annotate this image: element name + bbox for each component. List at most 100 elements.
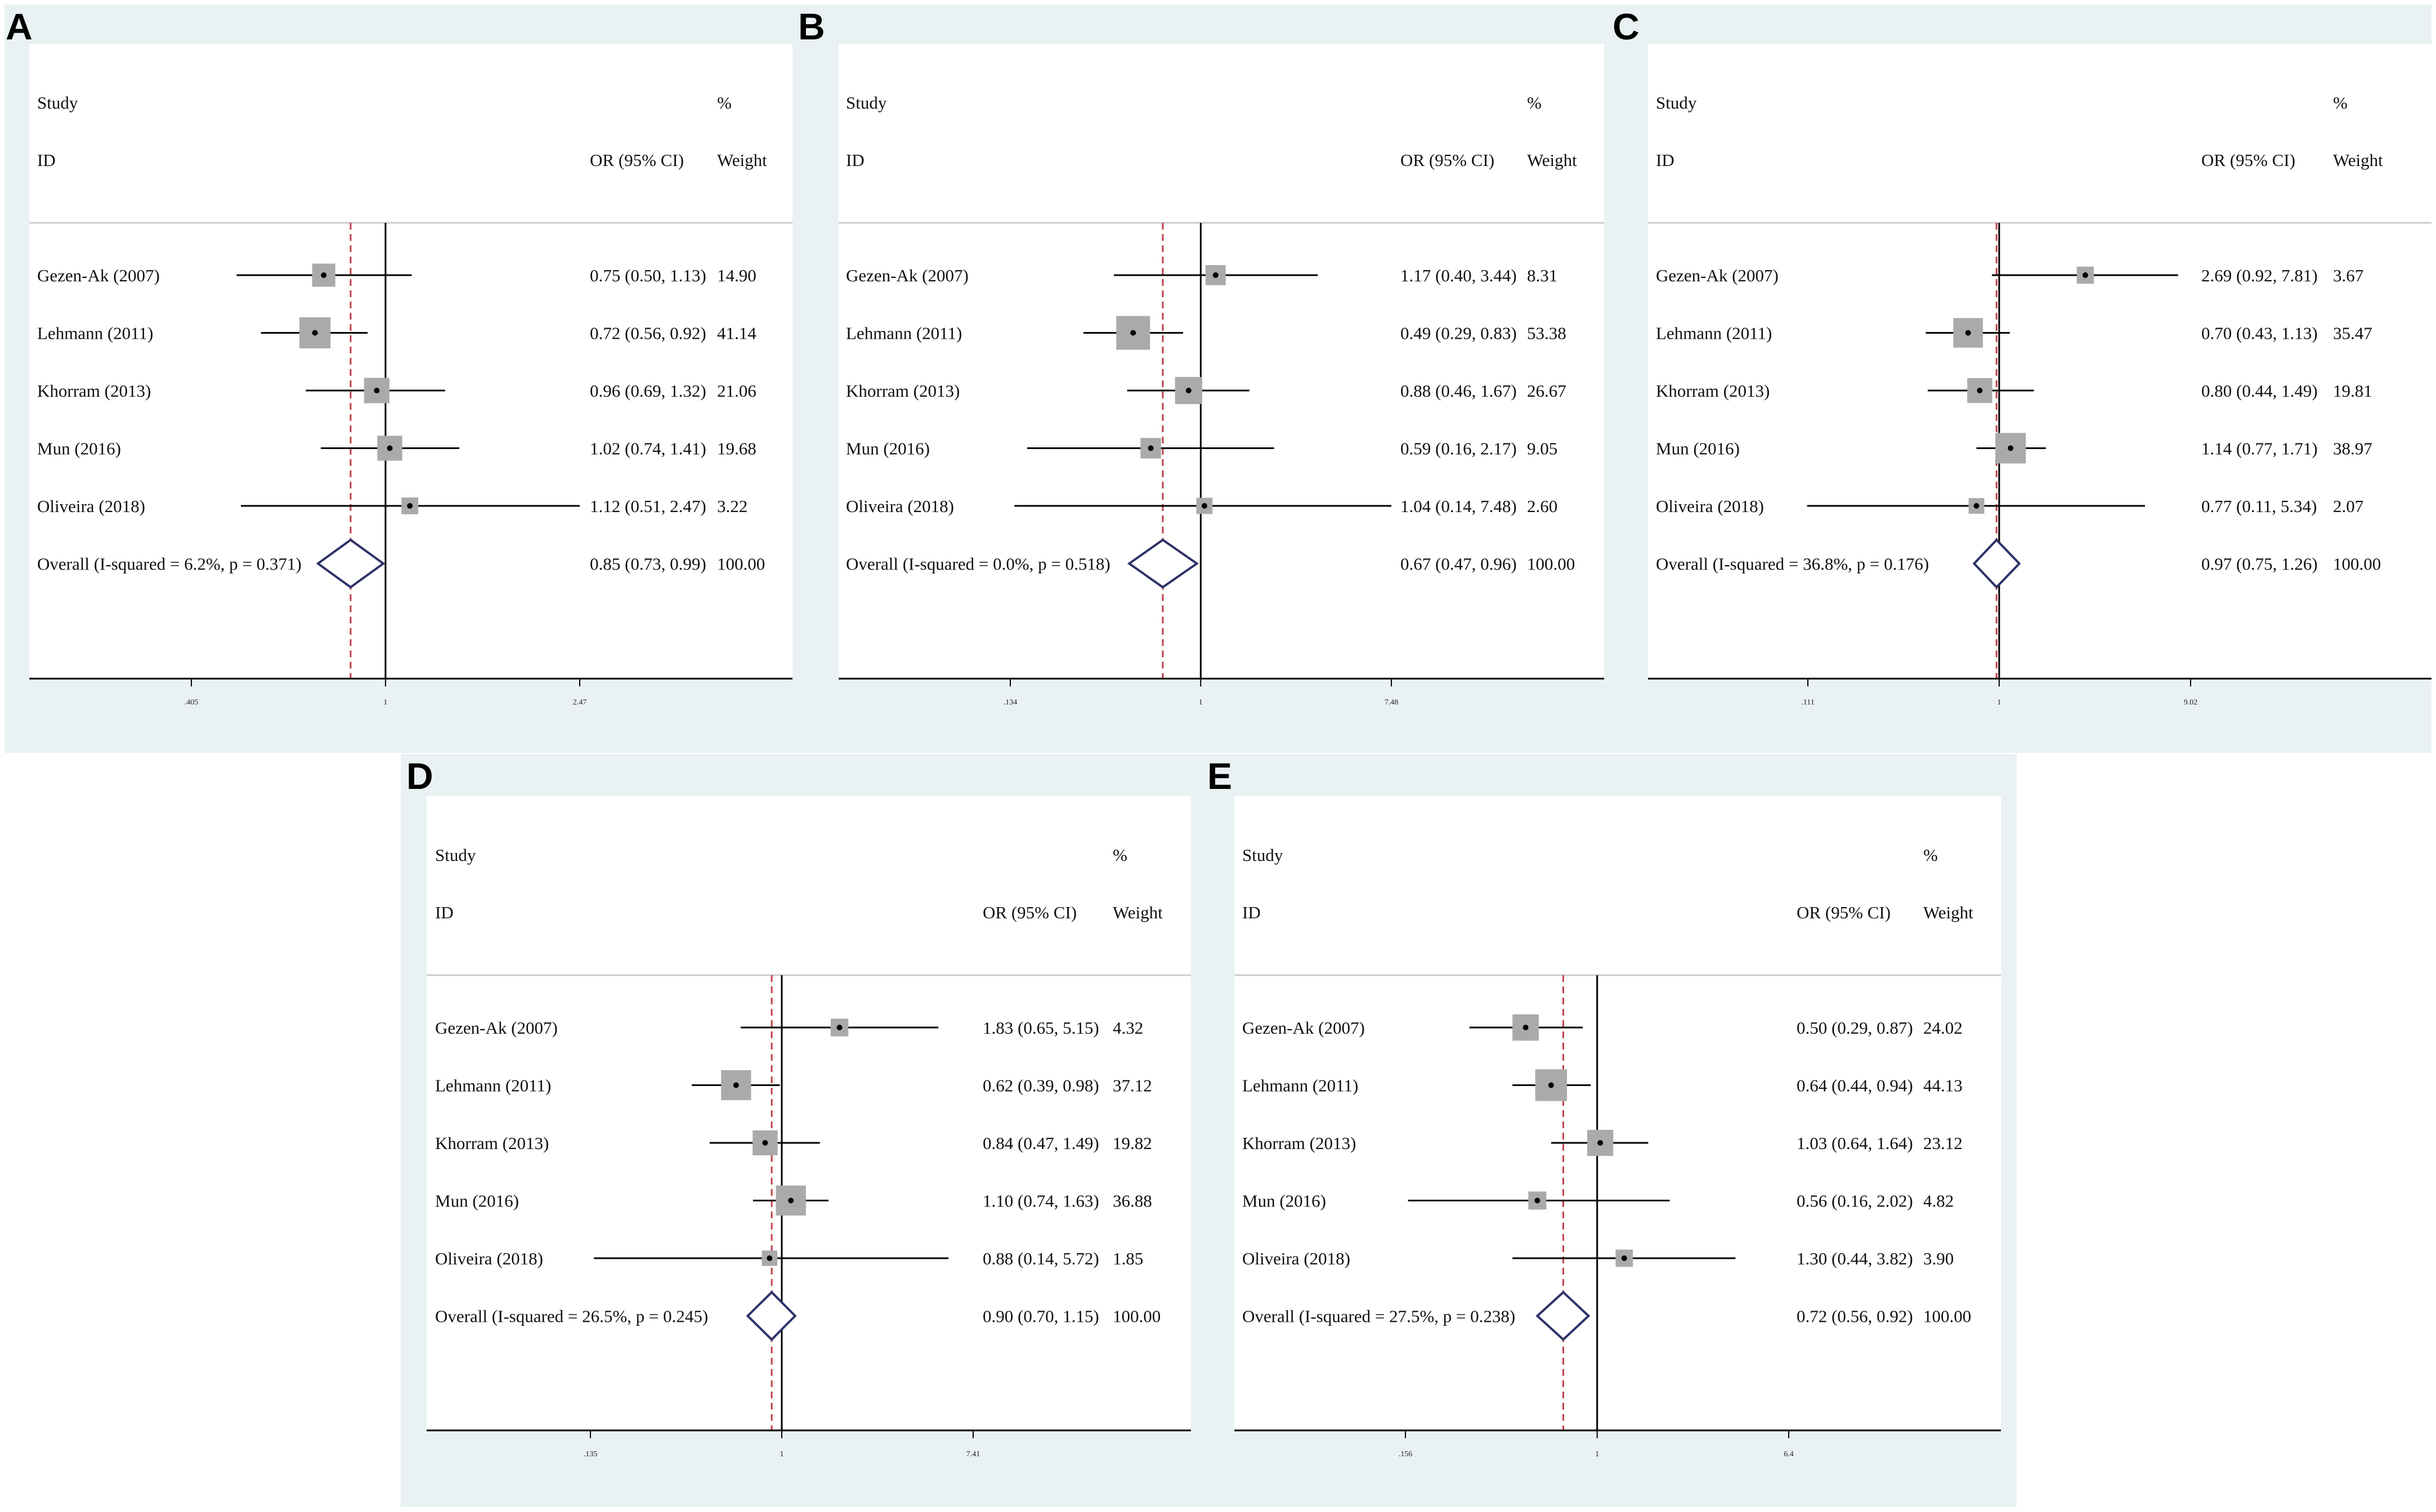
or-ci-value: 1.83 (0.65, 5.15): [983, 1018, 1099, 1038]
point-estimate: [733, 1082, 739, 1088]
study-label: Gezen-Ak (2007): [435, 1018, 558, 1038]
x-tick-label: 6.4: [1784, 1450, 1794, 1459]
point-estimate: [1621, 1255, 1627, 1261]
point-estimate: [1201, 503, 1207, 509]
overall-row: Overall (I-squared = 6.2%, p = 0.371) 0.8…: [37, 539, 765, 589]
overall-label: Overall (I-squared = 36.8%, p = 0.176): [1656, 554, 1929, 574]
study-row: Gezen-Ak (2007) 2.69 (0.92, 7.81) 3.67: [1656, 266, 2363, 285]
point-estimate: [1130, 330, 1136, 336]
weight-value: 26.67: [1527, 381, 1566, 401]
study-row: Lehmann (2011) 0.72 (0.56, 0.92) 41.14: [37, 317, 756, 349]
study-label: Khorram (2013): [435, 1133, 549, 1153]
or-ci-value: 1.30 (0.44, 3.82): [1797, 1249, 1913, 1268]
study-row: Oliveira (2018) 0.77 (0.11, 5.34) 2.07: [1656, 496, 2363, 516]
weight-value: 2.07: [2333, 496, 2363, 516]
point-estimate: [1185, 388, 1192, 393]
panel-b: B Study % ID OR (95% CI) Weight Gezen-Ak (2007…: [792, 5, 1610, 753]
weight-value: 24.02: [1923, 1018, 1963, 1038]
header-study: Study: [1656, 93, 1697, 113]
study-label: Gezen-Ak (2007): [37, 266, 160, 285]
weight-value: 8.31: [1527, 266, 1557, 285]
panel-e: E Study % ID OR (95% CI) Weight Gezen-Ak (2007…: [1207, 754, 2017, 1507]
study-row: Oliveira (2018) 0.88 (0.14, 5.72) 1.85: [435, 1249, 1143, 1268]
study-row: Lehmann (2011) 0.62 (0.39, 0.98) 37.12: [435, 1070, 1152, 1101]
weight-value: 21.06: [717, 381, 756, 401]
or-ci-value: 1.17 (0.40, 3.44): [1400, 266, 1517, 285]
overall-weight: 100.00: [717, 554, 765, 574]
study-label: Oliveira (2018): [1242, 1249, 1350, 1268]
weight-value: 14.90: [717, 266, 756, 285]
point-estimate: [1522, 1025, 1529, 1030]
or-ci-value: 0.62 (0.39, 0.98): [983, 1076, 1099, 1096]
or-ci-value: 0.84 (0.47, 1.49): [983, 1133, 1099, 1153]
weight-value: 3.67: [2333, 266, 2363, 285]
header-percent: %: [1527, 93, 1542, 113]
panel-d: D Study % ID OR (95% CI) Weight Gezen-Ak (2007…: [401, 754, 1207, 1507]
study-row: Oliveira (2018) 1.30 (0.44, 3.82) 3.90: [1242, 1249, 1954, 1268]
header-weight: Weight: [717, 150, 767, 170]
header-weight: Weight: [2333, 150, 2383, 170]
study-row: Gezen-Ak (2007) 1.83 (0.65, 5.15) 4.32: [435, 1018, 1143, 1038]
header-percent: %: [1113, 845, 1127, 865]
or-ci-value: 1.03 (0.64, 1.64): [1797, 1133, 1913, 1153]
header-percent: %: [717, 93, 732, 113]
or-ci-value: 0.72 (0.56, 0.92): [590, 324, 706, 343]
panel-a: A Study % ID OR (95% CI) Weight Gezen-Ak (2007…: [5, 5, 795, 753]
study-row: Mun (2016) 0.56 (0.16, 2.02) 4.82: [1242, 1191, 1954, 1211]
study-row: Oliveira (2018) 1.12 (0.51, 2.47) 3.22: [37, 496, 747, 516]
or-ci-value: 0.80 (0.44, 1.49): [2201, 381, 2318, 401]
or-ci-value: 0.70 (0.43, 1.13): [2201, 324, 2318, 343]
study-label: Mun (2016): [1656, 439, 1740, 459]
panel-letter: D: [406, 755, 433, 797]
point-estimate: [762, 1140, 768, 1146]
overall-diamond: [746, 1290, 797, 1341]
overall-or-ci: 0.90 (0.70, 1.15): [983, 1307, 1099, 1326]
x-tick-label: .135: [584, 1450, 598, 1459]
study-label: Lehmann (2011): [37, 324, 153, 343]
plot-area: [427, 796, 1191, 1430]
study-row: Gezen-Ak (2007) 0.75 (0.50, 1.13) 14.90: [37, 263, 756, 287]
point-estimate: [1212, 272, 1219, 278]
weight-value: 2.60: [1527, 496, 1557, 516]
study-label: Lehmann (2011): [1242, 1076, 1358, 1096]
study-label: Mun (2016): [37, 439, 121, 459]
header-weight: Weight: [1923, 903, 1973, 922]
study-label: Lehmann (2011): [846, 324, 962, 343]
overall-weight: 100.00: [1113, 1307, 1161, 1326]
panel-letter: A: [6, 6, 33, 47]
or-ci-value: 0.59 (0.16, 2.17): [1400, 439, 1517, 459]
header-weight: Weight: [1527, 150, 1577, 170]
study-row: Lehmann (2011) 0.70 (0.43, 1.13) 35.47: [1656, 318, 2372, 348]
study-label: Khorram (2013): [846, 381, 960, 401]
x-tick-label: .111: [1801, 698, 1814, 707]
study-label: Khorram (2013): [1242, 1133, 1356, 1153]
or-ci-value: 0.75 (0.50, 1.13): [590, 266, 706, 285]
x-tick-label: 9.02: [2184, 698, 2198, 707]
weight-value: 3.90: [1923, 1249, 1954, 1268]
or-ci-value: 2.69 (0.92, 7.81): [2201, 266, 2318, 285]
header-or-ci: OR (95% CI): [1797, 903, 1891, 922]
overall-row: Overall (I-squared = 26.5%, p = 0.245) 0.…: [435, 1290, 1161, 1341]
header-or-ci: OR (95% CI): [1400, 150, 1494, 170]
study-row: Khorram (2013) 0.88 (0.46, 1.67) 26.67: [846, 376, 1566, 405]
weight-value: 36.88: [1113, 1191, 1152, 1211]
header-study: Study: [846, 93, 887, 113]
point-estimate: [767, 1255, 773, 1261]
header-id: ID: [1656, 150, 1674, 170]
study-label: Gezen-Ak (2007): [1656, 266, 1779, 285]
weight-value: 53.38: [1527, 324, 1566, 343]
weight-value: 19.68: [717, 439, 756, 459]
point-estimate: [2008, 445, 2014, 451]
or-ci-value: 0.50 (0.29, 0.87): [1797, 1018, 1913, 1038]
header-or-ci: OR (95% CI): [983, 903, 1077, 922]
study-label: Khorram (2013): [37, 381, 151, 401]
header-or-ci: OR (95% CI): [590, 150, 684, 170]
study-row: Lehmann (2011) 0.64 (0.44, 0.94) 44.13: [1242, 1069, 1963, 1101]
x-tick-label: .156: [1399, 1450, 1413, 1459]
study-row: Gezen-Ak (2007) 0.50 (0.29, 0.87) 24.02: [1242, 1014, 1963, 1041]
weight-value: 19.82: [1113, 1133, 1152, 1153]
point-estimate: [1534, 1197, 1541, 1204]
study-label: Mun (2016): [435, 1191, 519, 1211]
study-row: Gezen-Ak (2007) 1.17 (0.40, 3.44) 8.31: [846, 265, 1557, 285]
overall-diamond: [1535, 1290, 1591, 1341]
